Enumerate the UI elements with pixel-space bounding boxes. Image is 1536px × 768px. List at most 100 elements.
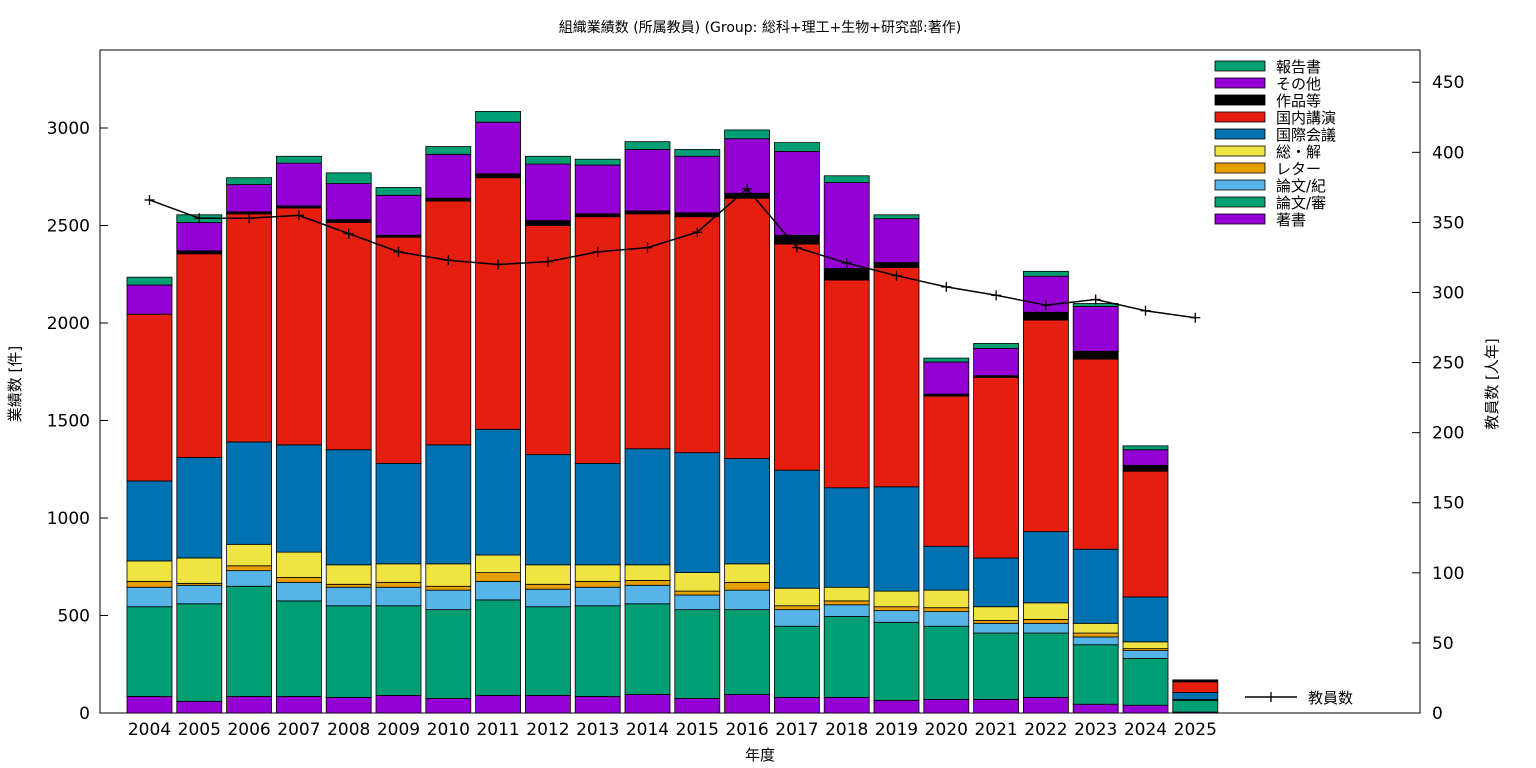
bar-segment: [923, 607, 970, 613]
bar-segment: [1023, 632, 1069, 698]
bar-segment: [923, 361, 970, 395]
legend-label: 総・解: [1276, 143, 1321, 161]
plot-area: 0 500 1000 1500 2000 2500 3000 0 50 100 150 200 250 3…: [47, 49, 1464, 740]
bar-segment: [574, 564, 621, 582]
x-tick-label: 2011: [476, 720, 519, 740]
x-tick-label: 2022: [1024, 720, 1067, 740]
bar-segment: [126, 480, 173, 562]
x-tick-label: 2021: [974, 720, 1017, 740]
bar-segment: [1122, 449, 1169, 466]
bar-segment: [923, 545, 970, 591]
bar-segment: [1023, 602, 1069, 620]
bar-segment: [624, 584, 671, 605]
bar-segment: [176, 457, 223, 559]
x-tick-label: 2016: [725, 720, 768, 740]
bar-segment: [375, 194, 422, 236]
faculty-line: [149, 187, 1196, 319]
bar-segment: [774, 142, 820, 152]
bar-segment: [923, 698, 970, 714]
bar-segment: [823, 604, 870, 617]
y2-tick-label: 150: [1432, 494, 1464, 514]
bar-segment: [325, 222, 372, 451]
x-tick-label: 2009: [377, 720, 420, 740]
bar-segment: [226, 184, 273, 213]
bar-segment: [226, 213, 273, 443]
bar-segment: [1122, 658, 1169, 706]
bar-segment: [823, 279, 870, 489]
bar-segment: [624, 213, 671, 450]
bar-segment: [126, 276, 173, 286]
legend-swatch: [1214, 213, 1266, 225]
bar-segment: [574, 586, 621, 607]
bar-segment: [1172, 681, 1219, 693]
x-tick-label: 2004: [128, 720, 171, 740]
legend-swatch: [1214, 162, 1266, 174]
legend-label: 国際会議: [1276, 126, 1336, 144]
bar-segment: [1072, 358, 1119, 550]
bar-segment: [176, 222, 223, 252]
bar-segment: [375, 563, 422, 583]
y-tick-label: 0: [79, 704, 90, 724]
bar-segment: [973, 343, 1019, 349]
bar-segment: [375, 581, 422, 588]
legend-label: 論文/紀: [1276, 177, 1326, 195]
bar-segment: [724, 589, 770, 611]
bar-segment: [674, 155, 721, 214]
bar-segment: [823, 175, 870, 183]
bar-segment: [275, 696, 322, 714]
bar-segment: [1023, 697, 1069, 714]
bar-segment: [1023, 531, 1069, 604]
bar-segment: [475, 111, 522, 123]
bar-segment: [823, 267, 870, 281]
bar-segment: [1072, 632, 1119, 638]
y2-tick-label: 450: [1432, 73, 1464, 93]
bar-segment: [325, 564, 372, 585]
bar-segment: [873, 590, 920, 608]
bar-segment: [375, 236, 422, 464]
bar-segment: [724, 458, 770, 565]
bar-segment: [176, 250, 223, 255]
bar-segment: [823, 616, 870, 698]
bar-segment: [873, 267, 920, 488]
x-tick-label: 2023: [1074, 720, 1117, 740]
bar-segment: [126, 586, 173, 608]
bar-segment: [624, 141, 671, 150]
bar-segment: [275, 162, 322, 207]
bar-segment: [226, 565, 273, 572]
bar-segment: [425, 197, 472, 202]
bar-segment: [525, 695, 571, 714]
x-tick-label: 2019: [875, 720, 918, 740]
x-tick-label: 2014: [626, 720, 669, 740]
bar-segment: [973, 377, 1019, 559]
bar-segment: [674, 216, 721, 454]
bar-segment: [724, 129, 770, 140]
bar-segment: [1023, 270, 1069, 277]
bar-segment: [525, 155, 571, 165]
bar-segment: [873, 610, 920, 623]
bar-segment: [475, 428, 522, 556]
bar-segment: [624, 580, 671, 586]
bar-segment: [425, 444, 472, 565]
legend-label: 論文/審: [1276, 194, 1326, 212]
bar-segment: [823, 600, 870, 606]
bar-segment: [774, 469, 820, 589]
legend-swatch: [1214, 77, 1266, 89]
bar-segment: [724, 192, 770, 199]
bar-segment: [724, 694, 770, 714]
bar-segment: [1122, 641, 1169, 650]
bar-segment: [1122, 704, 1169, 714]
bar-segment: [226, 177, 273, 185]
bar-segment: [275, 551, 322, 578]
bar-segment: [574, 696, 621, 714]
legend-swatch: [1214, 128, 1266, 140]
bar-segment: [525, 220, 571, 226]
bar-segment: [923, 589, 970, 609]
bar-segment: [425, 609, 472, 699]
legend-swatch: [1214, 196, 1266, 208]
bar-segment: [873, 606, 920, 612]
bar-segment: [1072, 644, 1119, 705]
bar-segment: [674, 452, 721, 573]
x-tick-label: 2018: [825, 720, 868, 740]
bar-segment: [873, 621, 920, 701]
bar-segment: [774, 625, 820, 698]
